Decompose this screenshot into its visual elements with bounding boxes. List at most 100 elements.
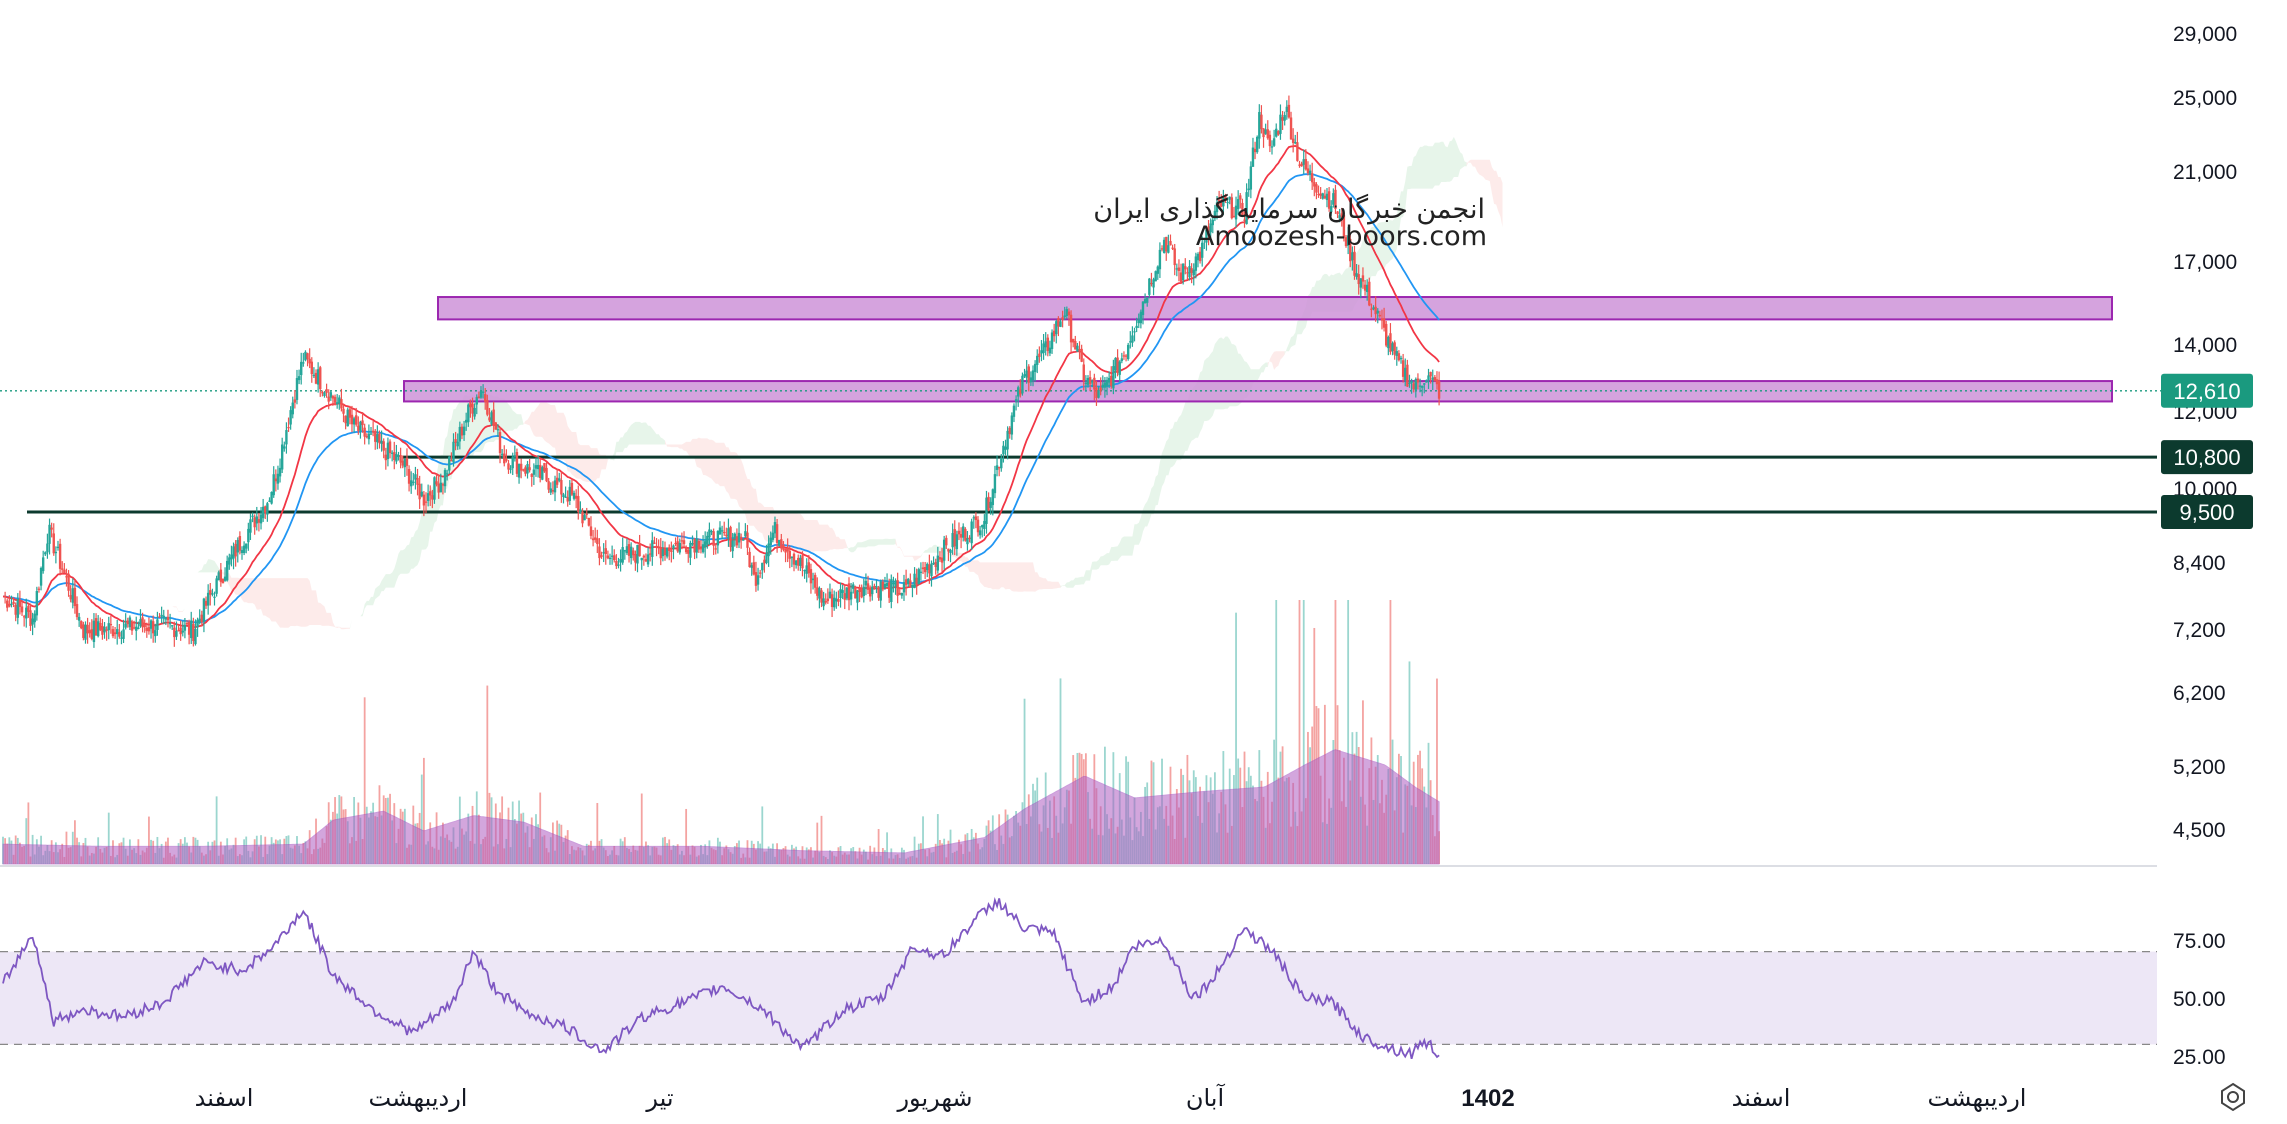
- candle: [352, 416, 356, 433]
- candle-body: [1071, 338, 1075, 343]
- volume-bar: [816, 822, 819, 864]
- candle: [1076, 342, 1079, 352]
- candle: [1404, 358, 1407, 387]
- candle: [716, 530, 720, 554]
- candle: [135, 616, 138, 641]
- candle-body: [1349, 238, 1352, 262]
- volume-bar: [1313, 627, 1316, 864]
- candle-body: [718, 527, 722, 535]
- candle-body: [1091, 381, 1094, 383]
- candle: [1112, 359, 1115, 395]
- candle-body: [312, 374, 316, 377]
- candle-body: [596, 538, 599, 545]
- candle-body: [109, 623, 113, 626]
- candle-body: [496, 429, 500, 431]
- candle-body: [1283, 115, 1286, 121]
- candle: [454, 431, 457, 451]
- candle: [86, 617, 89, 644]
- candle-body: [659, 547, 662, 559]
- candle-body: [1162, 239, 1166, 254]
- candle-body: [1289, 117, 1293, 140]
- candle-body: [200, 614, 204, 623]
- candle: [665, 547, 669, 559]
- candle-body: [407, 469, 411, 484]
- candle-body: [528, 467, 531, 471]
- candle-body: [1082, 364, 1085, 382]
- candle: [409, 471, 413, 494]
- candle-body: [1055, 321, 1058, 335]
- candle-body: [822, 598, 825, 607]
- candle: [687, 547, 690, 563]
- candle: [494, 421, 497, 430]
- candle: [1175, 263, 1179, 277]
- candle: [915, 568, 918, 595]
- candle: [139, 609, 142, 628]
- candle-body: [545, 467, 548, 482]
- candle-body: [490, 412, 493, 424]
- candle: [65, 568, 68, 587]
- candle-body: [418, 483, 421, 500]
- candle-body: [348, 409, 352, 418]
- candle-body: [192, 623, 195, 642]
- candle-body: [1114, 357, 1117, 371]
- candle: [160, 606, 163, 624]
- candle: [587, 517, 591, 527]
- candle: [1150, 272, 1153, 287]
- candle-body: [471, 403, 474, 414]
- candle-body: [29, 610, 32, 627]
- candle-body: [959, 534, 963, 538]
- candle: [1143, 293, 1147, 304]
- candle: [274, 469, 278, 492]
- candle-body: [1232, 215, 1236, 218]
- candle-body: [122, 629, 125, 639]
- candle-body: [915, 577, 918, 585]
- candle: [720, 525, 724, 540]
- candle: [113, 627, 117, 639]
- candle-body: [1154, 271, 1157, 282]
- candle: [1291, 128, 1295, 153]
- candle: [769, 531, 772, 555]
- candle: [1220, 194, 1223, 208]
- candle-body: [1188, 266, 1191, 278]
- price-axis[interactable]: 29,00025,00021,00017,00014,00012,00010,0…: [2173, 23, 2237, 842]
- level-lines[interactable]: [0, 390, 2165, 514]
- candle-body: [572, 492, 576, 499]
- rsi-line: [2, 896, 1440, 1060]
- candle: [629, 542, 633, 565]
- price-zones[interactable]: [403, 296, 2113, 403]
- candle-body: [365, 436, 368, 438]
- candle-body: [1330, 206, 1333, 213]
- candle: [900, 592, 904, 599]
- candle: [604, 540, 607, 565]
- candle: [936, 546, 940, 574]
- candle-body: [1435, 379, 1439, 385]
- candle: [200, 610, 204, 627]
- candle: [1374, 296, 1377, 322]
- candle-body: [1088, 377, 1092, 384]
- candle: [610, 545, 614, 565]
- candle-body: [672, 545, 675, 549]
- watermark: انجمن خبرگان سرمایه گذاری ایران Amoozesh…: [1093, 193, 1487, 252]
- time-tick-label: 1402: [1461, 1085, 1514, 1112]
- candle: [1361, 267, 1365, 289]
- candle: [401, 455, 404, 469]
- candle: [1406, 359, 1409, 388]
- settings-icon[interactable]: [2221, 1082, 2245, 1112]
- candle-body: [1031, 370, 1035, 381]
- candle: [1397, 350, 1401, 362]
- candle: [1327, 187, 1331, 212]
- candle-body: [860, 589, 863, 598]
- candle: [1207, 220, 1210, 246]
- candle-body: [25, 607, 28, 619]
- volume-bar: [422, 757, 425, 864]
- candle-body: [957, 530, 961, 535]
- candle-body: [687, 549, 690, 554]
- candle-body: [708, 529, 711, 538]
- time-axis[interactable]: اسفند اردیبهشت تیر شهریور آبان 1402 اسفند اردیب…: [195, 1083, 2027, 1112]
- volume-bar: [1389, 600, 1392, 864]
- rsi-axis[interactable]: 75.00 50.00 25.00: [2173, 930, 2226, 1069]
- price-tick-label: 25,000: [2173, 87, 2237, 110]
- volume-bar: [761, 806, 764, 864]
- candle-body: [866, 583, 870, 590]
- candle-body: [3, 596, 7, 598]
